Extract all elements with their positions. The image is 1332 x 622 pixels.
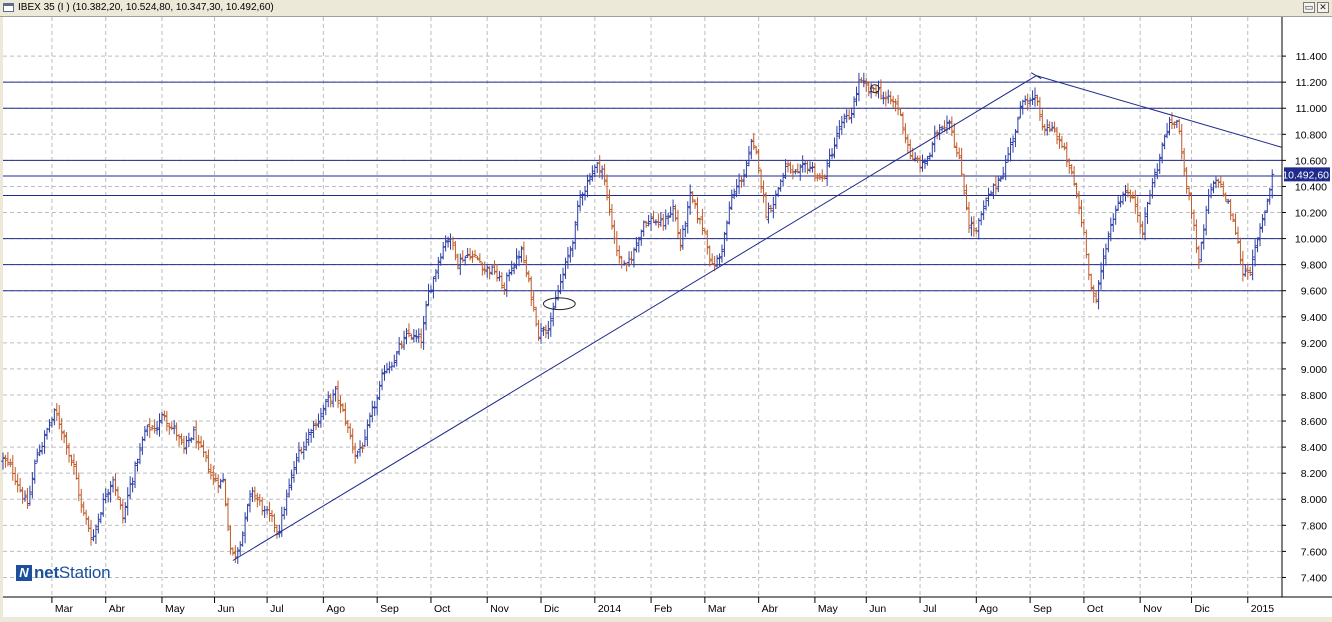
netstation-logo: N netStation (16, 563, 111, 583)
y-tick-label: 9.800 (1301, 260, 1327, 272)
x-tick-label: Sep (380, 603, 399, 615)
netstation-logo-mark: N (16, 565, 32, 581)
chart-window-icon (3, 3, 14, 12)
price-chart[interactable]: 7.400 7.600 7.800 8.000 8.200 8.400 8.600 8.800… (0, 17, 1332, 617)
y-tick-label: 10.000 (1295, 234, 1327, 246)
y-tick-label: 8.200 (1301, 468, 1327, 480)
title-bar: IBEX 35 (I ) (10.382,20, 10.524,80, 10.3… (0, 0, 1332, 17)
x-tick-label: Ago (326, 603, 345, 615)
x-tick-label: 2014 (598, 603, 622, 615)
annotation-ellipse (542, 297, 576, 311)
restore-button[interactable]: ▭ (1303, 2, 1315, 13)
x-tick-label: Feb (654, 603, 672, 615)
x-tick-label: Dic (544, 603, 559, 615)
x-tick-label: Jul (923, 603, 936, 615)
close-button[interactable]: ✕ (1317, 2, 1329, 13)
x-tick-label: Oct (434, 603, 450, 615)
y-tick-label: 11.000 (1296, 103, 1327, 115)
y-tick-label: 8.800 (1301, 390, 1327, 402)
y-tick-label: 10.800 (1295, 129, 1327, 141)
trendline-support (232, 75, 1037, 561)
x-tick-label: 2015 (1251, 603, 1275, 615)
y-tick-label: 8.600 (1301, 416, 1327, 428)
x-tick-label: Abr (762, 603, 779, 615)
x-tick-label: Jul (270, 603, 283, 615)
x-tick-label: Mar (708, 603, 727, 615)
logo-prefix: net (34, 563, 59, 582)
x-tick-label: Mar (55, 603, 74, 615)
y-tick-label: 8.000 (1301, 494, 1327, 506)
chart-area[interactable]: 7.400 7.600 7.800 8.000 8.200 8.400 8.600 8.800… (0, 17, 1332, 617)
plot-background (3, 17, 1282, 597)
y-tick-label: 10.200 (1295, 208, 1327, 220)
pivot-marker (1030, 72, 1042, 80)
y-tick-label: 10.400 (1295, 181, 1327, 193)
y-tick-label: 8.400 (1301, 442, 1327, 454)
x-tick-label: May (165, 603, 186, 615)
y-tick-label: 10.600 (1295, 155, 1327, 167)
y-tick-label: 9.000 (1301, 364, 1327, 376)
y-tick-label: 7.600 (1301, 546, 1327, 558)
x-tick-label: Nov (1143, 603, 1162, 615)
x-tick-label: Jun (218, 603, 235, 615)
x-tick-label: Jun (869, 603, 886, 615)
y-tick-label: 11.400 (1296, 51, 1327, 63)
x-tick-label: Nov (490, 603, 509, 615)
y-tick-label: 7.800 (1301, 520, 1327, 532)
y-tick-label: 11.200 (1296, 77, 1327, 89)
x-tick-label: Sep (1033, 603, 1052, 615)
logo-suffix: Station (58, 563, 111, 582)
y-axis-panel (1282, 17, 1332, 597)
x-tick-label: Dic (1195, 603, 1210, 615)
y-tick-label: 9.600 (1301, 286, 1327, 298)
x-tick-label: Oct (1087, 603, 1103, 615)
x-axis-panel (3, 597, 1332, 617)
y-tick-label: 7.400 (1301, 572, 1327, 584)
annotation-ellipse (870, 84, 880, 94)
x-tick-label: Ago (979, 603, 998, 615)
trendline-resistance (1036, 75, 1283, 148)
last-price-label: 10.492,60 (1282, 169, 1329, 181)
window-title: IBEX 35 (I ) (10.382,20, 10.524,80, 10.3… (18, 2, 274, 13)
x-tick-label: Abr (109, 603, 126, 615)
x-tick-label: May (818, 603, 839, 615)
y-tick-label: 9.400 (1301, 312, 1327, 324)
y-tick-label: 9.200 (1301, 338, 1327, 350)
last-price-label-bg (1284, 167, 1330, 182)
